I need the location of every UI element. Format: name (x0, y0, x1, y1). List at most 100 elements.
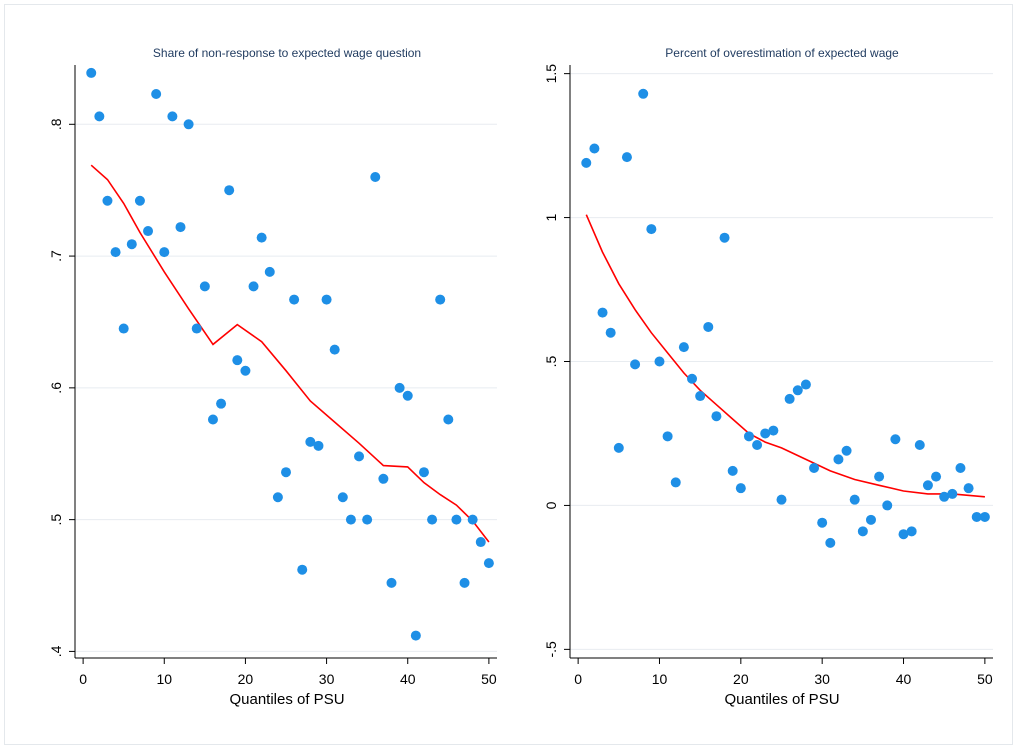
data-point (199, 281, 210, 292)
data-point (719, 232, 730, 243)
data-point (207, 414, 218, 425)
data-point (963, 483, 974, 494)
x-tick-label: 30 (814, 671, 830, 687)
y-tick-label: 0 (543, 501, 559, 509)
data-point (865, 514, 876, 525)
data-point (784, 393, 795, 404)
data-point (459, 577, 470, 588)
x-tick-label: 10 (652, 671, 668, 687)
data-point (175, 222, 186, 233)
data-point (735, 483, 746, 494)
data-point (118, 323, 129, 334)
data-point (630, 359, 641, 370)
data-point (475, 537, 486, 548)
data-point (159, 247, 170, 258)
data-point (329, 344, 340, 355)
data-point (817, 517, 828, 528)
data-point (743, 431, 754, 442)
x-tick-label: 20 (238, 671, 254, 687)
data-point (800, 379, 811, 390)
data-point (418, 467, 429, 478)
data-point (776, 494, 787, 505)
data-point (224, 185, 235, 196)
data-point (825, 537, 836, 548)
data-point (922, 480, 933, 491)
data-point (410, 630, 421, 641)
data-point (256, 232, 267, 243)
x-axis-label: Quantiles of PSU (229, 691, 344, 708)
x-tick-label: 50 (977, 671, 993, 687)
data-point (451, 514, 462, 525)
data-point (248, 281, 259, 292)
x-tick-label: 0 (574, 671, 582, 687)
data-point (402, 390, 413, 401)
y-tick-label: 1.5 (543, 64, 559, 84)
data-point (378, 473, 389, 484)
panel-nonresponse: Share of non-response to expected wage q… (48, 46, 497, 708)
data-point (216, 398, 227, 409)
data-point (110, 247, 121, 258)
data-point (849, 494, 860, 505)
data-point (305, 436, 316, 447)
data-point (841, 445, 852, 456)
data-point (167, 111, 178, 122)
data-point (362, 514, 373, 525)
data-point (264, 266, 275, 277)
data-point (151, 88, 162, 99)
data-point (638, 88, 649, 99)
data-point (134, 195, 145, 206)
data-point (605, 327, 616, 338)
data-point (191, 323, 202, 334)
y-tick-label: .5 (48, 514, 64, 526)
x-axis-label: Quantiles of PSU (724, 691, 839, 708)
data-point (143, 226, 154, 237)
data-point (597, 307, 608, 318)
data-point (345, 514, 356, 525)
data-point (321, 294, 332, 305)
data-point (711, 411, 722, 422)
data-point (857, 526, 868, 537)
data-point (792, 385, 803, 396)
data-point (621, 152, 632, 163)
panel-overestimation: Percent of overestimation of expected wa… (543, 46, 993, 708)
y-tick-label: .4 (48, 645, 64, 657)
data-point (354, 451, 365, 462)
data-point (386, 577, 397, 588)
data-point (589, 143, 600, 154)
data-point (86, 67, 97, 78)
data-point (313, 440, 324, 451)
data-point (678, 342, 689, 353)
data-point (281, 467, 291, 478)
x-tick-label: 20 (733, 671, 749, 687)
y-tick-label: .8 (48, 118, 64, 130)
y-tick-label: .6 (48, 382, 64, 394)
x-tick-label: 10 (156, 671, 172, 687)
fit-line (90, 164, 490, 543)
data-point (232, 355, 243, 366)
data-point (914, 439, 925, 450)
data-point (703, 321, 714, 332)
data-point (931, 471, 942, 482)
data-point (833, 454, 844, 465)
x-tick-label: 50 (481, 671, 497, 687)
y-tick-label: -.5 (543, 641, 559, 658)
data-point (272, 492, 283, 503)
data-point (394, 382, 405, 393)
data-point (979, 511, 990, 522)
data-point (102, 195, 113, 206)
data-point (443, 414, 454, 425)
y-tick-label: .5 (543, 355, 559, 367)
data-point (727, 465, 738, 476)
data-point (646, 224, 657, 235)
x-tick-label: 40 (400, 671, 416, 687)
x-tick-label: 40 (896, 671, 912, 687)
data-point (670, 477, 681, 488)
panel-title: Share of non-response to expected wage q… (153, 46, 421, 60)
data-point (906, 526, 917, 537)
data-point (687, 373, 698, 384)
data-point (94, 111, 105, 122)
fit-line (585, 214, 985, 498)
data-point (662, 431, 673, 442)
data-point (882, 500, 893, 511)
